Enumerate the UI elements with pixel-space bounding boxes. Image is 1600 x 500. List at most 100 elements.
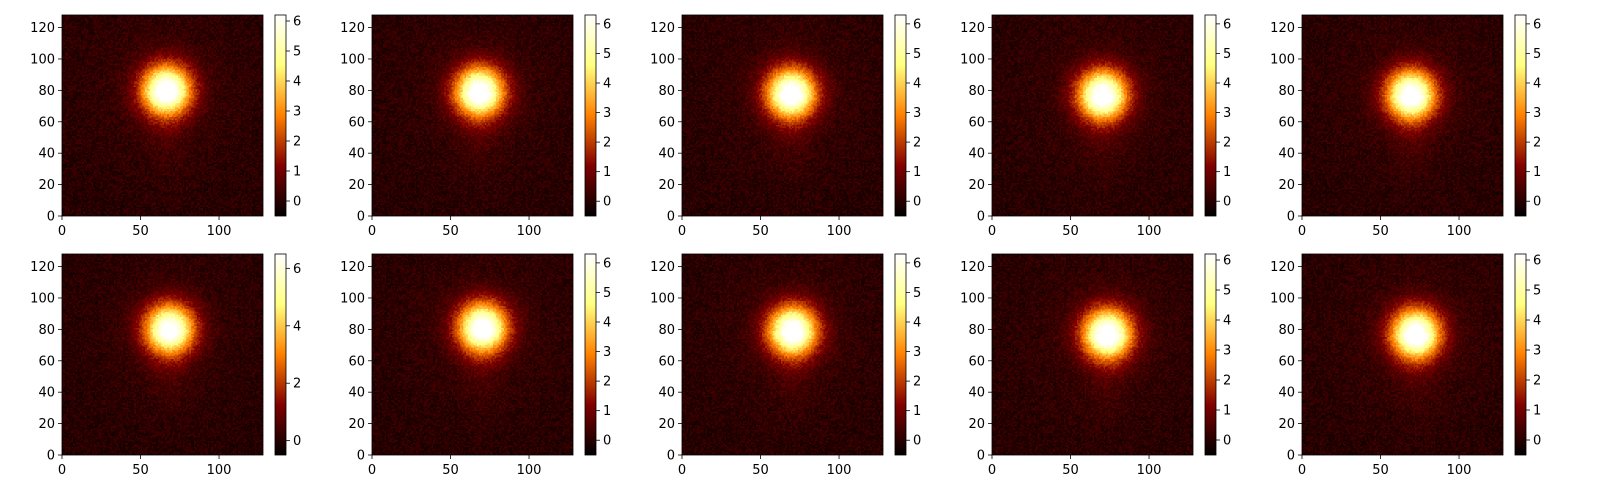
panel-5: 0 50 100 0 20 40 60 80 100 120 0 1 2 3 4 5 6 <box>1270 14 1541 239</box>
colorbar-tick-label: 2 <box>1533 374 1541 389</box>
y-tick-label: 100 <box>1270 291 1295 306</box>
y-tick-label: 120 <box>960 260 985 275</box>
y-tick-label: 0 <box>977 210 985 225</box>
y-tick-label: 20 <box>348 417 365 432</box>
y-tick-label: 0 <box>667 210 675 225</box>
axes-frame <box>681 253 884 456</box>
y-tick-label: 80 <box>348 323 365 338</box>
colorbar-tick-label: 5 <box>913 47 921 62</box>
colorbar-tick-label: 1 <box>1533 404 1541 419</box>
heatmap-image <box>1302 15 1503 216</box>
y-tick-label: 80 <box>968 84 985 99</box>
y-tick-label: 0 <box>47 210 55 225</box>
colorbar-tick-label: 3 <box>603 106 611 121</box>
colorbar-tick-label: 3 <box>603 345 611 360</box>
y-tick-label: 0 <box>357 210 365 225</box>
colorbar-tick-label: 1 <box>603 404 611 419</box>
colorbar-tick-label: 3 <box>913 345 921 360</box>
colorbar-tick-label: 1 <box>1223 165 1231 180</box>
panel-10: 0 50 100 0 20 40 60 80 100 120 0 1 2 3 4 5 6 <box>1270 254 1541 479</box>
x-tick-label: 50 <box>752 224 769 239</box>
y-tick-label: 80 <box>38 323 55 338</box>
colorbar <box>1204 253 1217 456</box>
y-tick-label: 100 <box>340 291 365 306</box>
colorbar-tick-label: 6 <box>603 256 611 271</box>
colorbar-tick-label: 1 <box>913 404 921 419</box>
x-tick-label: 50 <box>132 463 149 478</box>
colorbar-tick-label: 3 <box>1223 344 1231 359</box>
heatmap-image <box>62 15 263 216</box>
y-tick-label: 80 <box>658 323 675 338</box>
x-tick-label: 0 <box>368 224 376 239</box>
colorbar-tick-label: 0 <box>293 195 301 210</box>
y-tick-label: 40 <box>1278 147 1295 162</box>
colorbar-tick-label: 6 <box>293 262 301 277</box>
colorbar-tick-label: 1 <box>603 165 611 180</box>
y-tick-label: 100 <box>960 291 985 306</box>
colorbar-tick-label: 5 <box>293 45 301 60</box>
colorbar-tick-label: 2 <box>603 136 611 151</box>
panel-2: 0 50 100 0 20 40 60 80 100 120 0 1 2 3 4 5 6 <box>340 14 611 239</box>
panel-3: 0 50 100 0 20 40 60 80 100 120 0 1 2 3 4 5 6 <box>650 14 921 239</box>
colorbar-tick-label: 6 <box>913 17 921 32</box>
y-tick-label: 120 <box>340 21 365 36</box>
y-tick-label: 40 <box>1278 386 1295 401</box>
axes-frame <box>61 14 264 217</box>
panel-8: 0 50 100 0 20 40 60 80 100 120 0 1 2 3 4 5 6 <box>650 253 921 478</box>
axes-frame <box>991 253 1194 456</box>
colorbar-tick-label: 6 <box>1223 17 1231 32</box>
x-tick-label: 50 <box>1372 224 1389 239</box>
y-tick-label: 20 <box>1278 417 1295 432</box>
colorbar-tick-label: 4 <box>293 319 301 334</box>
colorbar <box>584 14 597 217</box>
x-tick-label: 100 <box>207 463 232 478</box>
axes-frame <box>1301 253 1504 456</box>
x-tick-label: 0 <box>988 463 996 478</box>
y-tick-label: 60 <box>38 115 55 130</box>
y-tick-label: 100 <box>650 291 675 306</box>
panel-6: 0 50 100 0 20 40 60 80 100 120 0 2 4 6 <box>30 253 301 478</box>
y-tick-label: 100 <box>650 52 675 67</box>
colorbar-tick-label: 2 <box>603 375 611 390</box>
colorbar-tick-label: 4 <box>1533 76 1541 91</box>
colorbar-tick-label: 4 <box>1533 314 1541 329</box>
heatmap-image <box>682 15 883 216</box>
heatmap-image <box>992 15 1193 216</box>
y-tick-label: 120 <box>340 260 365 275</box>
colorbar-tick-label: 6 <box>1533 254 1541 269</box>
y-tick-label: 40 <box>38 386 55 401</box>
colorbar-tick-label: 6 <box>603 17 611 32</box>
y-tick-label: 120 <box>960 21 985 36</box>
x-tick-label: 50 <box>1372 463 1389 478</box>
y-tick-label: 40 <box>968 386 985 401</box>
x-tick-label: 0 <box>678 224 686 239</box>
colorbar-tick-label: 2 <box>913 136 921 151</box>
colorbar-tick-label: 6 <box>913 256 921 271</box>
x-tick-label: 50 <box>442 224 459 239</box>
y-tick-label: 20 <box>968 178 985 193</box>
colorbar <box>894 253 907 456</box>
y-tick-label: 80 <box>1278 84 1295 99</box>
y-tick-label: 60 <box>348 354 365 369</box>
y-tick-label: 120 <box>650 260 675 275</box>
colorbar-tick-label: 0 <box>1533 195 1541 210</box>
y-tick-label: 60 <box>1278 115 1295 130</box>
y-tick-label: 60 <box>968 115 985 130</box>
x-tick-label: 50 <box>1062 224 1079 239</box>
y-tick-label: 40 <box>348 386 365 401</box>
y-tick-label: 60 <box>348 115 365 130</box>
y-tick-label: 100 <box>960 52 985 67</box>
colorbar <box>274 253 287 456</box>
colorbar-tick-label: 4 <box>293 75 301 90</box>
x-tick-label: 50 <box>1062 463 1079 478</box>
colorbar-tick-label: 2 <box>1223 374 1231 389</box>
y-tick-label: 0 <box>1287 210 1295 225</box>
colorbar-tick-label: 3 <box>1533 106 1541 121</box>
panel-9: 0 50 100 0 20 40 60 80 100 120 0 1 2 3 4 5 6 <box>960 254 1231 479</box>
colorbar-tick-label: 5 <box>603 47 611 62</box>
colorbar-tick-label: 3 <box>1223 106 1231 121</box>
axes-frame <box>61 253 264 456</box>
colorbar-tick-label: 4 <box>913 76 921 91</box>
heatmap-image <box>372 15 573 216</box>
